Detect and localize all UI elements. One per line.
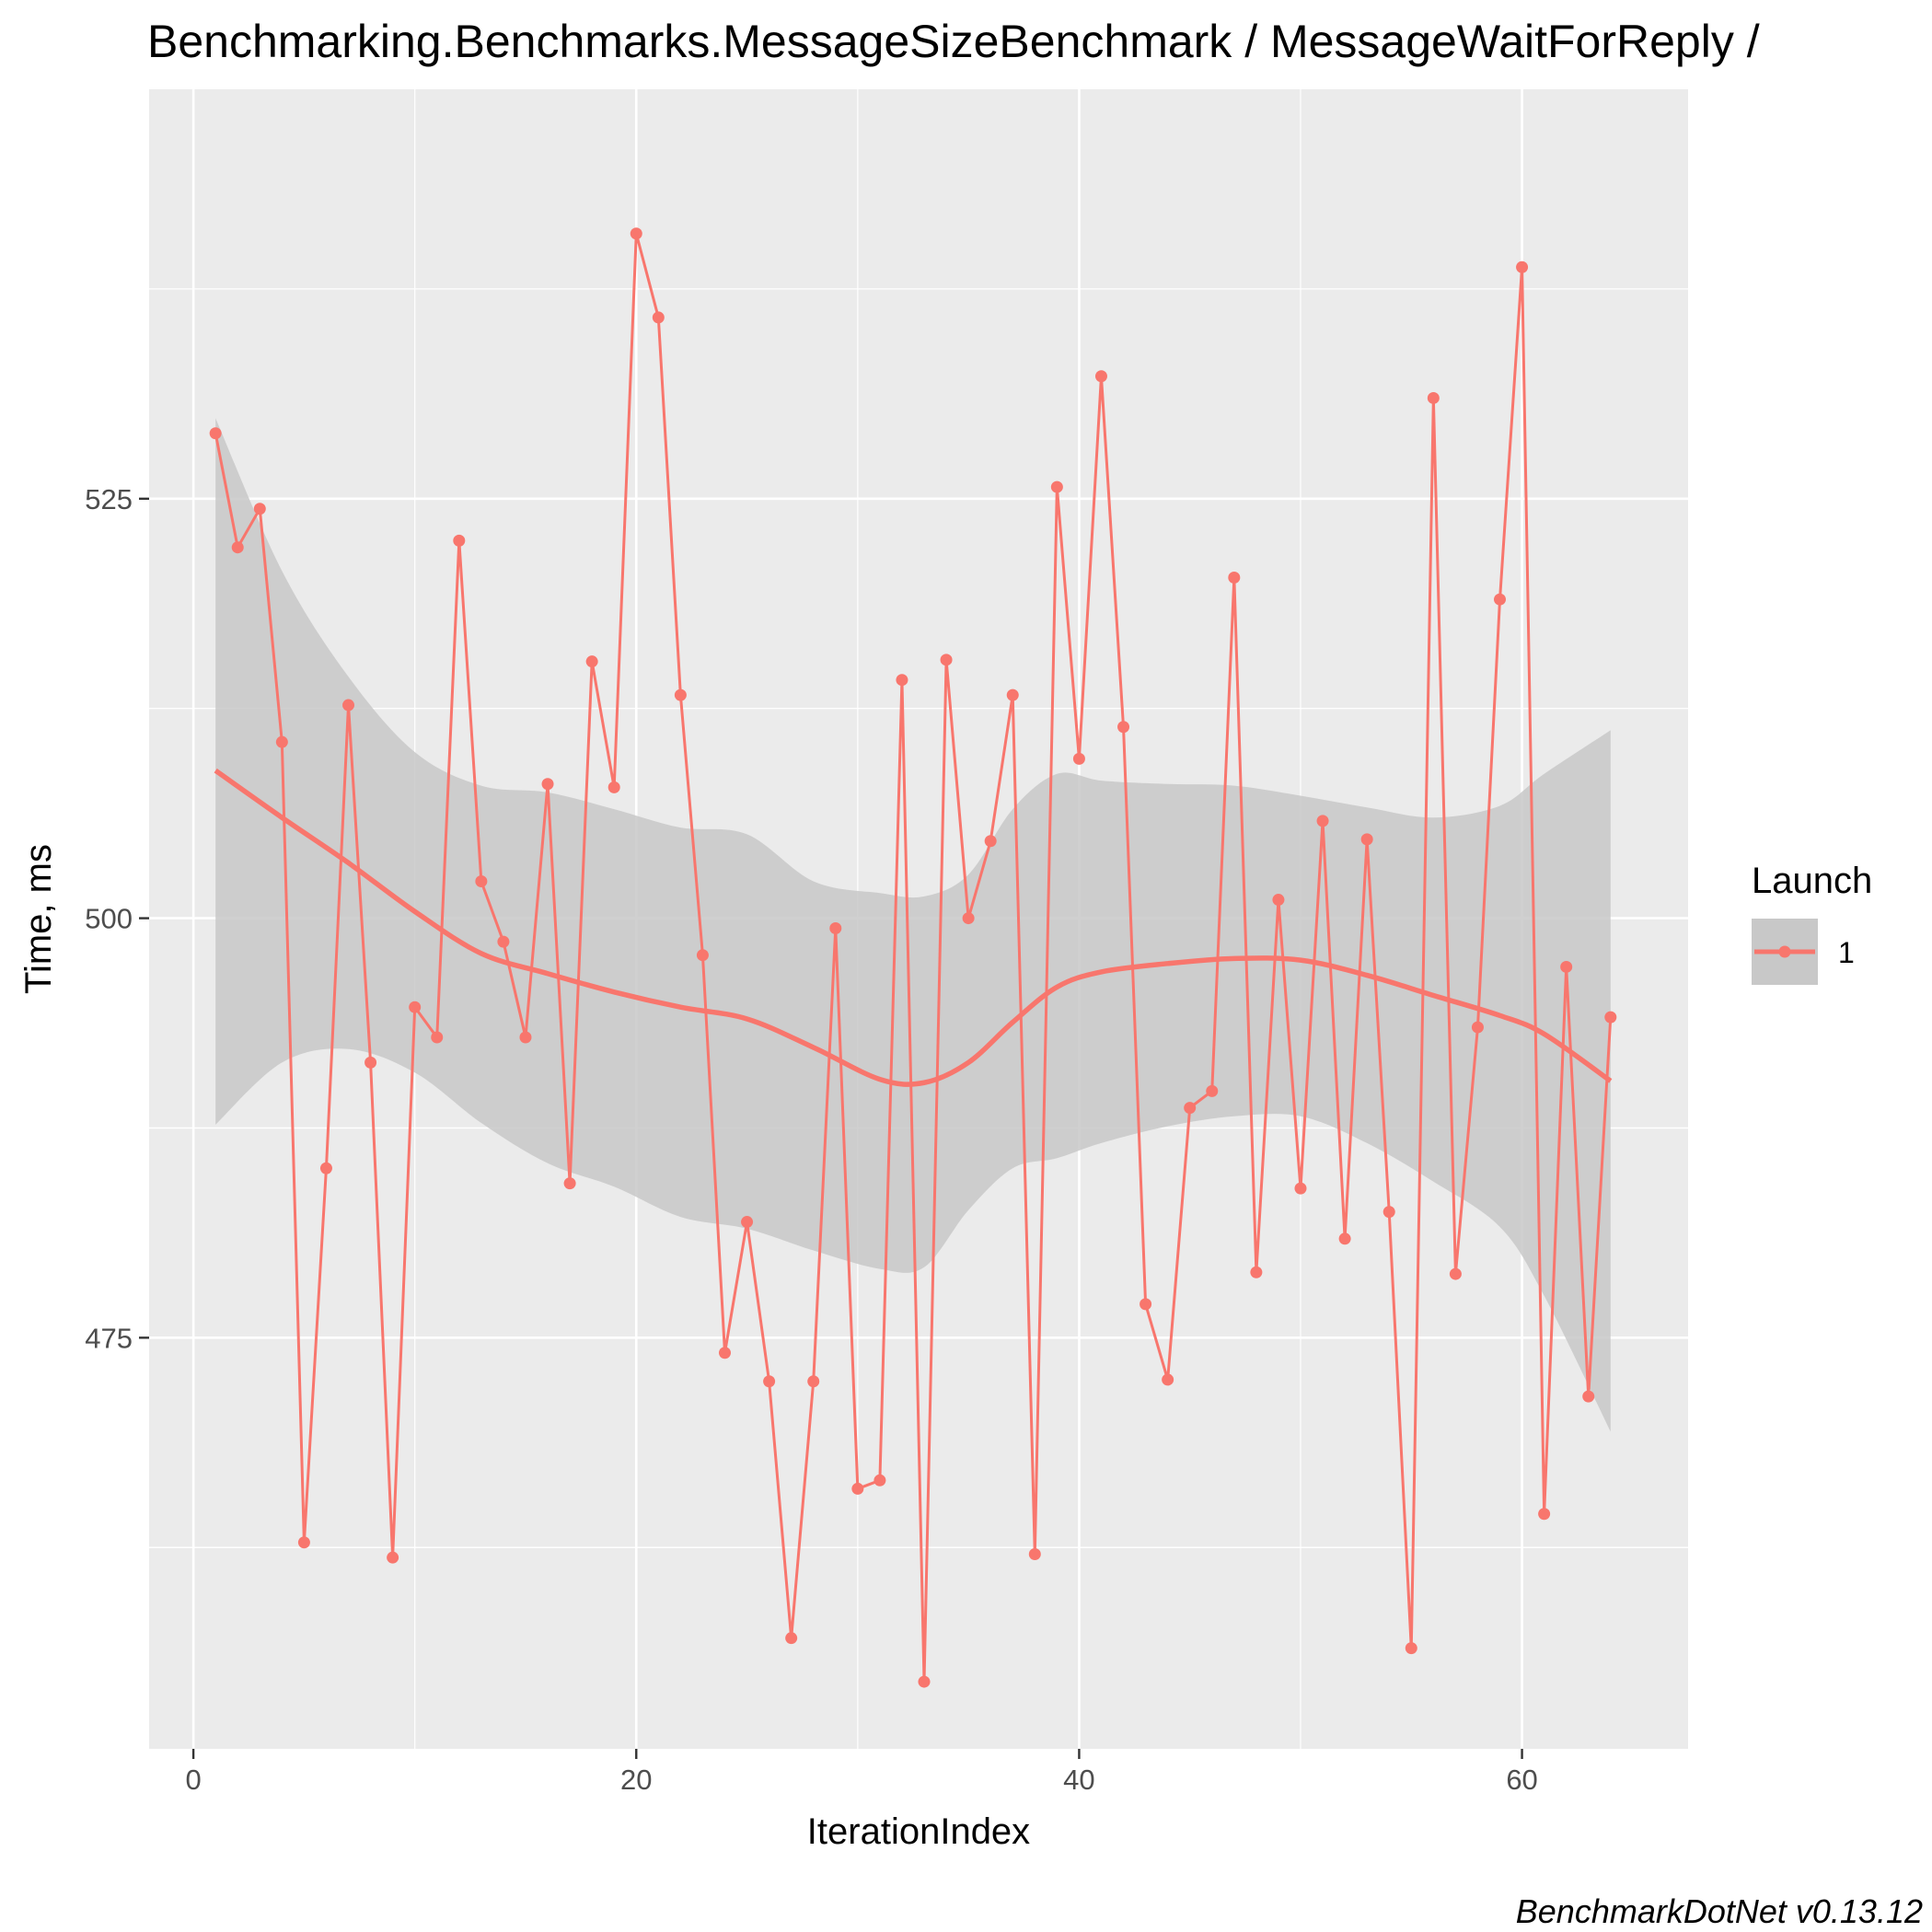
data-point xyxy=(342,699,355,711)
data-point xyxy=(873,1474,886,1487)
data-point xyxy=(807,1375,820,1388)
data-point xyxy=(231,541,244,554)
legend-entry-label: 1 xyxy=(1838,936,1855,969)
data-point xyxy=(1184,1102,1197,1115)
legend-title: Launch xyxy=(1752,861,1872,901)
data-point xyxy=(984,835,997,848)
data-point xyxy=(387,1551,399,1564)
data-point xyxy=(585,655,598,668)
data-point xyxy=(607,781,620,793)
data-point xyxy=(896,674,908,687)
x-tick-label: 20 xyxy=(620,1764,652,1796)
x-axis: 0 20 40 60 xyxy=(185,1749,1538,1796)
x-axis-title: IterationIndex xyxy=(807,1811,1030,1852)
series-line xyxy=(214,233,1613,1683)
caption: BenchmarkDotNet v0.13.12 xyxy=(1516,1892,1923,1930)
x-tick-label: 60 xyxy=(1506,1764,1537,1796)
data-point xyxy=(319,1162,332,1174)
legend: Launch 1 xyxy=(1752,861,1872,985)
data-point xyxy=(940,654,953,666)
data-point xyxy=(497,935,510,948)
data-point xyxy=(1140,1298,1152,1311)
data-point xyxy=(431,1031,444,1044)
data-point xyxy=(409,1001,422,1013)
data-point xyxy=(1050,480,1063,493)
data-point xyxy=(1405,1642,1417,1655)
data-point xyxy=(364,1056,377,1069)
chart-title: Benchmarking.Benchmarks.MessageSizeBench… xyxy=(147,16,1760,67)
smooth-line xyxy=(214,768,1613,1087)
data-points xyxy=(209,227,1617,1688)
data-point xyxy=(1516,260,1529,273)
data-point xyxy=(1228,572,1241,584)
data-point xyxy=(1250,1266,1263,1278)
data-point xyxy=(1206,1084,1219,1097)
data-point xyxy=(1094,370,1107,383)
data-point xyxy=(1582,1390,1595,1403)
data-point xyxy=(718,1347,731,1359)
data-point xyxy=(1316,815,1329,827)
data-point xyxy=(741,1216,754,1229)
data-point xyxy=(652,311,665,324)
data-point xyxy=(541,778,554,791)
data-point xyxy=(519,1031,532,1044)
data-point xyxy=(851,1482,864,1495)
data-point xyxy=(630,227,642,240)
data-point xyxy=(1382,1206,1395,1219)
data-point xyxy=(674,688,687,701)
data-point xyxy=(209,427,222,440)
data-point xyxy=(1449,1267,1462,1280)
data-point xyxy=(962,912,975,925)
data-point xyxy=(1494,593,1507,606)
data-point xyxy=(1006,688,1019,701)
data-point xyxy=(1471,1021,1484,1034)
data-point xyxy=(1604,1011,1617,1024)
data-point xyxy=(1538,1508,1551,1521)
legend-key-point xyxy=(1778,945,1791,958)
data-point xyxy=(1028,1548,1041,1561)
data-point xyxy=(1560,960,1573,973)
data-point xyxy=(918,1675,931,1688)
data-point xyxy=(297,1536,310,1549)
data-point xyxy=(1338,1232,1351,1245)
confidence-band xyxy=(215,418,1611,1432)
y-tick-label: 525 xyxy=(85,483,133,515)
data-point xyxy=(475,874,488,887)
x-tick-label: 40 xyxy=(1063,1764,1094,1796)
data-point xyxy=(1360,833,1373,846)
data-point xyxy=(1427,391,1440,404)
data-point xyxy=(785,1632,798,1645)
x-tick-label: 0 xyxy=(185,1764,201,1796)
data-point xyxy=(763,1375,776,1388)
data-point xyxy=(1117,721,1130,734)
data-point xyxy=(1294,1182,1307,1195)
data-point xyxy=(275,735,288,748)
data-point xyxy=(1272,894,1285,907)
data-point xyxy=(253,503,266,515)
y-axis: 475 500 525 xyxy=(85,483,149,1354)
y-tick-label: 475 xyxy=(85,1322,133,1354)
data-point xyxy=(1072,752,1085,765)
data-point xyxy=(563,1177,576,1190)
plot-area xyxy=(149,89,1688,1749)
y-axis-title: Time, ms xyxy=(18,844,59,994)
data-point xyxy=(696,949,709,962)
data-point xyxy=(829,922,842,935)
y-tick-label: 500 xyxy=(85,903,133,935)
data-point xyxy=(453,534,466,547)
data-point xyxy=(1162,1373,1174,1386)
